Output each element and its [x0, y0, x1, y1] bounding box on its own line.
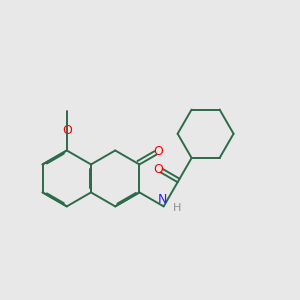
- Text: N: N: [158, 193, 167, 206]
- Text: O: O: [153, 145, 163, 158]
- Text: O: O: [153, 163, 163, 176]
- Text: O: O: [62, 124, 72, 137]
- Text: H: H: [173, 203, 182, 213]
